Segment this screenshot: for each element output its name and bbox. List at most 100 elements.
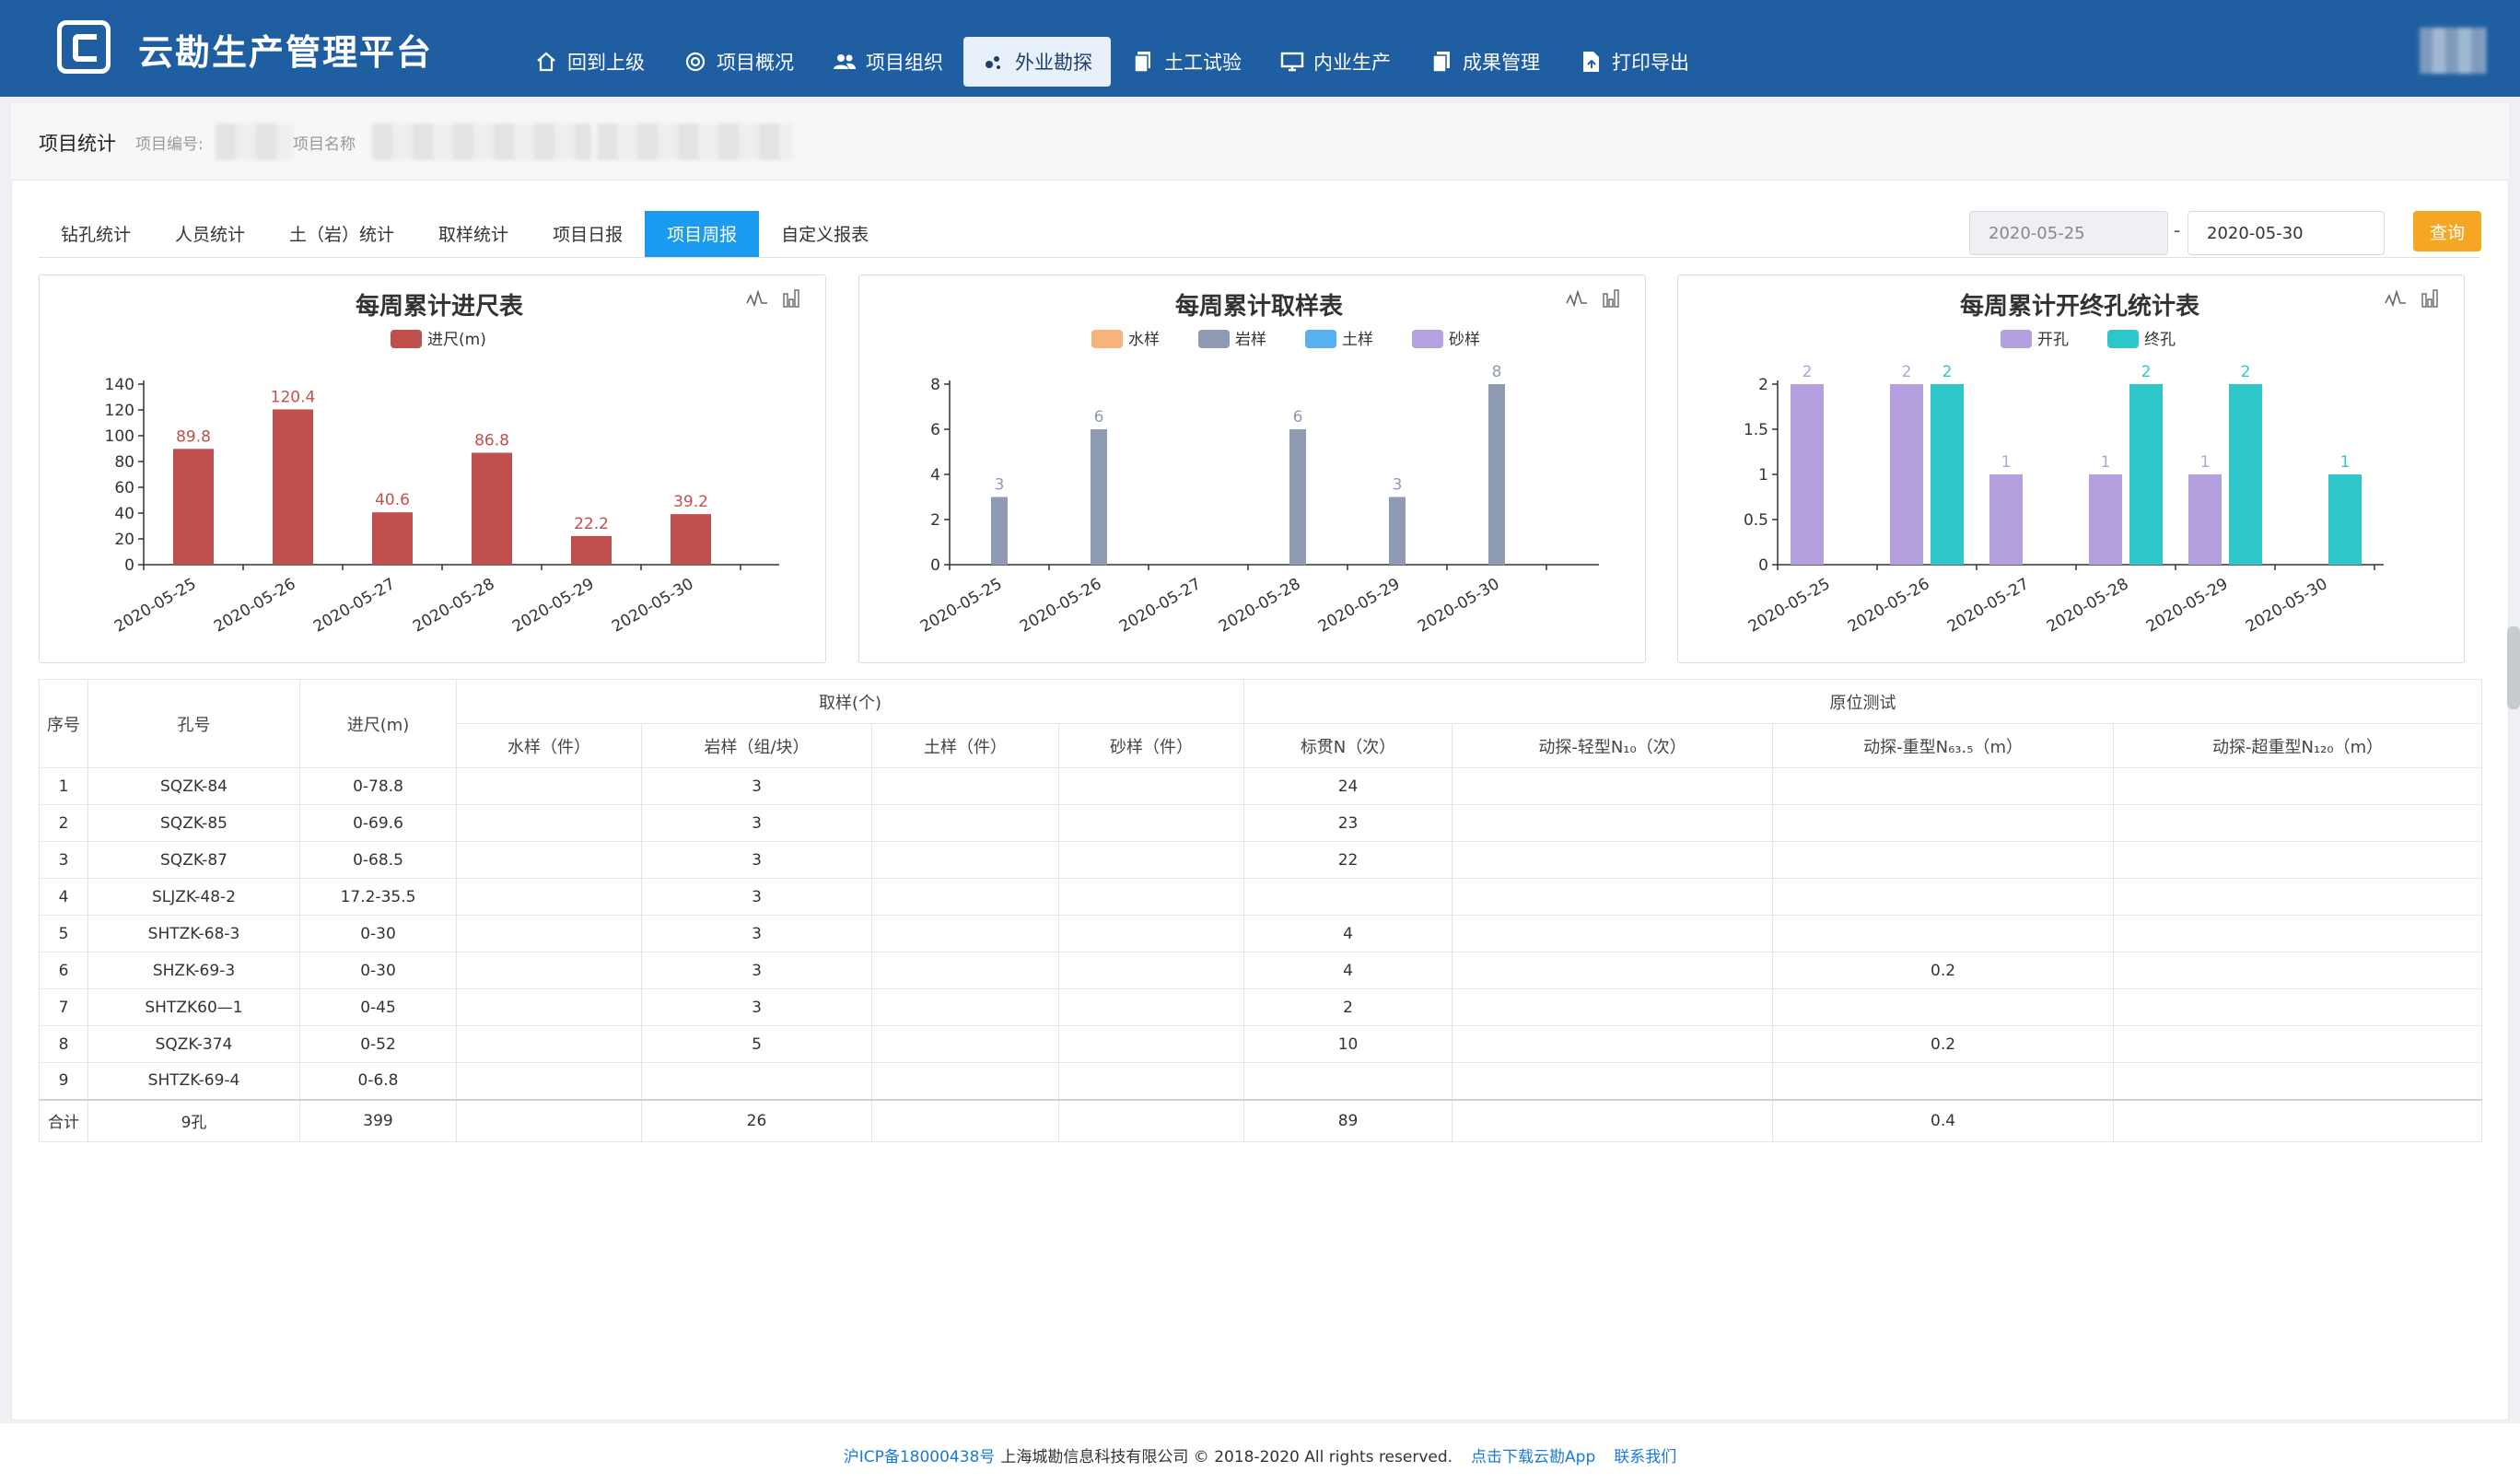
nav-back[interactable]: 回到上级 — [516, 37, 663, 87]
header-sampling: 取样(个) — [455, 679, 1245, 724]
x-tick-label: 2020-05-25 — [917, 575, 1006, 637]
tab-underline — [39, 257, 2479, 258]
tab-daily-report[interactable]: 项目日报 — [553, 224, 624, 245]
start-date-input[interactable]: 2020-05-25 — [1969, 211, 2168, 255]
table-cell: 3 — [641, 915, 872, 952]
contact-link[interactable]: 联系我们 — [1614, 1448, 1677, 1466]
nav-field-exploration[interactable]: 外业勘探 — [963, 37, 1111, 87]
table-cell — [1772, 915, 2115, 952]
y-tick-label: 0 — [124, 556, 134, 575]
total-cell: 26 — [641, 1098, 872, 1142]
header-spt: 标贯N（次） — [1243, 723, 1453, 768]
tab-custom-report[interactable]: 自定义报表 — [781, 224, 869, 245]
table-cell — [2113, 952, 2483, 989]
table-cell: 7 — [39, 988, 88, 1026]
icp-link[interactable]: 沪ICP备18000438号 — [843, 1448, 996, 1466]
table-cell: 23 — [1243, 804, 1453, 842]
project-name-label: 项目名称 — [293, 135, 356, 154]
table-cell: SQZK-85 — [88, 804, 300, 842]
y-tick-label: 0 — [930, 556, 940, 575]
table-cell — [1057, 878, 1245, 916]
nav-soil-test[interactable]: 土工试验 — [1113, 37, 1260, 87]
end-date-input[interactable]: 2020-05-30 — [2188, 211, 2385, 255]
table-cell — [871, 804, 1059, 842]
total-cell: 合计 — [39, 1098, 88, 1142]
chart-bar — [173, 449, 214, 565]
chart-bar — [2328, 474, 2362, 565]
table-row: 8 SQZK-374 0-52 5 10 0.2 — [39, 1025, 2483, 1063]
table-row: 1 SQZK-84 0-78.8 3 24 — [39, 767, 2483, 805]
page-footer: 沪ICP备18000438号 上海城勘信息科技有限公司 © 2018-2020 … — [0, 1426, 2520, 1484]
nav-print-export[interactable]: 打印导出 — [1560, 37, 1708, 87]
tab-staff-stats[interactable]: 人员统计 — [175, 224, 246, 245]
legend-label: 进尺(m) — [427, 331, 486, 349]
chart-bar — [571, 535, 612, 565]
total-cell — [1057, 1098, 1245, 1142]
header-rock-sample: 岩样（组/块） — [641, 723, 872, 768]
total-cell: 0.4 — [1772, 1098, 2115, 1142]
chart-bar — [991, 497, 1008, 565]
data-label: 89.8 — [176, 427, 211, 446]
page-scrollbar[interactable] — [2507, 626, 2520, 709]
table-cell — [456, 952, 642, 989]
legend-label: 土样 — [1342, 331, 1373, 349]
users-icon — [833, 50, 857, 74]
header-sand-sample: 砂样（件） — [1057, 723, 1245, 768]
table-cell: 0-30 — [299, 915, 457, 952]
legend-label: 开孔 — [2037, 331, 2069, 349]
nav-organization[interactable]: 项目组织 — [814, 37, 962, 87]
nav-office-production[interactable]: 内业生产 — [1262, 37, 1409, 87]
data-label: 40.6 — [375, 491, 410, 509]
table-cell — [1057, 952, 1245, 989]
table-cell — [871, 1062, 1059, 1100]
tab-soil-rock-stats[interactable]: 土（岩）统计 — [289, 224, 395, 245]
table-cell — [871, 915, 1059, 952]
nav-overview[interactable]: 项目概况 — [665, 37, 812, 87]
nav-label: 项目概况 — [717, 52, 794, 74]
nav-label: 内业生产 — [1313, 52, 1391, 74]
line-chart-icon — [746, 289, 767, 308]
table-cell: SHTZK-68-3 — [88, 915, 300, 952]
top-header: 云勘生产管理平台 回到上级 项目概况 项目组织 外业勘探 土工试验 内业生产 成… — [0, 0, 2520, 97]
header-soil-sample: 土样（件） — [871, 723, 1059, 768]
user-avatar[interactable] — [2420, 28, 2486, 74]
x-tick-label: 2020-05-27 — [1944, 575, 2033, 637]
query-button[interactable]: 查询 — [2413, 211, 2481, 251]
bar-chart-icon — [783, 289, 799, 308]
table-cell — [871, 952, 1059, 989]
total-cell — [456, 1098, 642, 1142]
table-cell — [456, 841, 642, 879]
data-label: 2 — [1942, 363, 1953, 381]
table-cell: 3 — [641, 952, 872, 989]
data-label: 120.4 — [271, 388, 316, 406]
download-app-link[interactable]: 点击下载云勘App — [1471, 1448, 1596, 1466]
table-cell — [871, 1025, 1059, 1063]
table-cell — [1057, 1025, 1245, 1063]
data-label: 1 — [2340, 453, 2351, 472]
nav-results[interactable]: 成果管理 — [1411, 37, 1558, 87]
table-row: 6 SHZK-69-3 0-30 3 4 0.2 — [39, 952, 2483, 989]
legend-label: 岩样 — [1235, 331, 1266, 349]
table-row: 3 SQZK-87 0-68.5 3 22 — [39, 841, 2483, 879]
table-cell — [1452, 952, 1774, 989]
export-icon — [1579, 50, 1603, 74]
chart-bar — [372, 512, 413, 565]
table-cell: 0-69.6 — [299, 804, 457, 842]
project-info-bar: 项目统计 项目编号: 项目名称 — [11, 103, 2509, 181]
table-cell — [456, 878, 642, 916]
nav-label: 外业勘探 — [1015, 52, 1092, 74]
chart-bar — [472, 452, 512, 565]
y-tick-label: 6 — [930, 421, 940, 439]
table-cell — [1452, 915, 1774, 952]
dots-icon — [982, 50, 1006, 74]
tab-sampling-stats[interactable]: 取样统计 — [438, 224, 509, 245]
tab-drilling-stats[interactable]: 钻孔统计 — [61, 224, 132, 245]
tab-weekly-report[interactable]: 项目周报 — [645, 211, 760, 257]
main-nav: 回到上级 项目概况 项目组织 外业勘探 土工试验 内业生产 成果管理 打印导出 — [516, 37, 1709, 87]
data-label: 2 — [1802, 363, 1813, 381]
y-tick-label: 1 — [1758, 466, 1768, 485]
y-tick-label: 60 — [114, 479, 134, 497]
table-cell — [1057, 988, 1245, 1026]
legend-label: 终孔 — [2144, 331, 2176, 349]
